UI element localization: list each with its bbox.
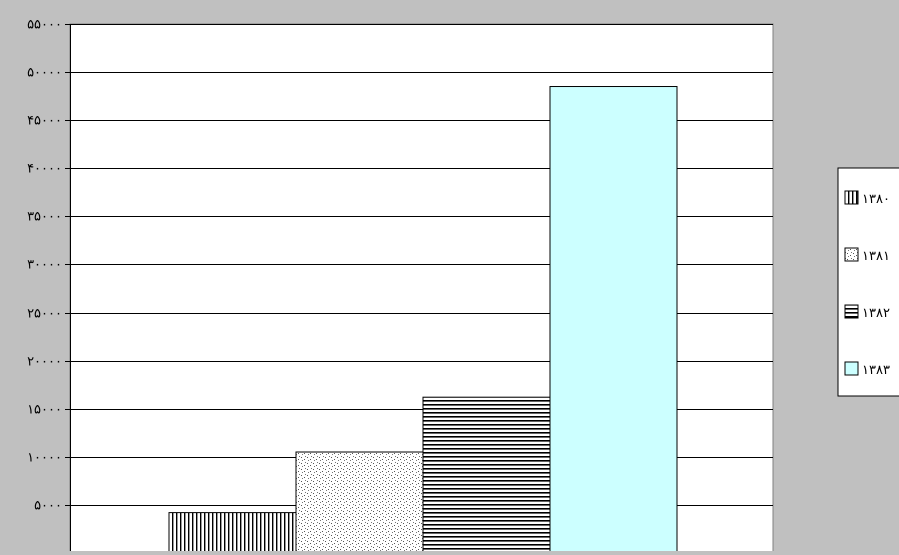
bar xyxy=(295,451,424,554)
legend-label: ۱۳۸۰ xyxy=(862,192,890,207)
y-tick-label: ۴۵۰۰۰ xyxy=(27,114,62,129)
legend-swatch xyxy=(844,304,859,319)
legend-swatch xyxy=(844,361,859,376)
bar xyxy=(549,86,678,554)
y-tick-label: ۰ xyxy=(55,547,62,552)
bar xyxy=(168,512,297,554)
legend-swatch xyxy=(844,247,859,262)
legend-label: ۱۳۸۲ xyxy=(862,306,890,321)
legend-label: ۱۳۸۱ xyxy=(862,249,890,264)
y-tick-label: ۴۰۰۰۰ xyxy=(27,162,62,177)
y-tick-label: ۱۵۰۰۰ xyxy=(27,403,62,418)
y-tick-label: ۲۵۰۰۰ xyxy=(27,307,62,322)
y-tick-label: ۵۵۰۰۰ xyxy=(27,18,62,33)
y-tick-label: ۵۰۰۰۰ xyxy=(27,66,62,81)
y-tick-label: ۳۵۰۰۰ xyxy=(27,210,62,225)
bar xyxy=(422,396,551,554)
legend-swatch xyxy=(844,190,859,205)
y-tick-label: ۱۰۰۰۰ xyxy=(27,451,62,466)
y-tick-label: ۵۰۰۰ xyxy=(34,499,62,514)
legend-box xyxy=(837,167,899,397)
legend-label: ۱۳۸۳ xyxy=(862,363,890,378)
y-tick-label: ۲۰۰۰۰ xyxy=(27,355,62,370)
y-tick-label: ۳۰۰۰۰ xyxy=(27,258,62,273)
